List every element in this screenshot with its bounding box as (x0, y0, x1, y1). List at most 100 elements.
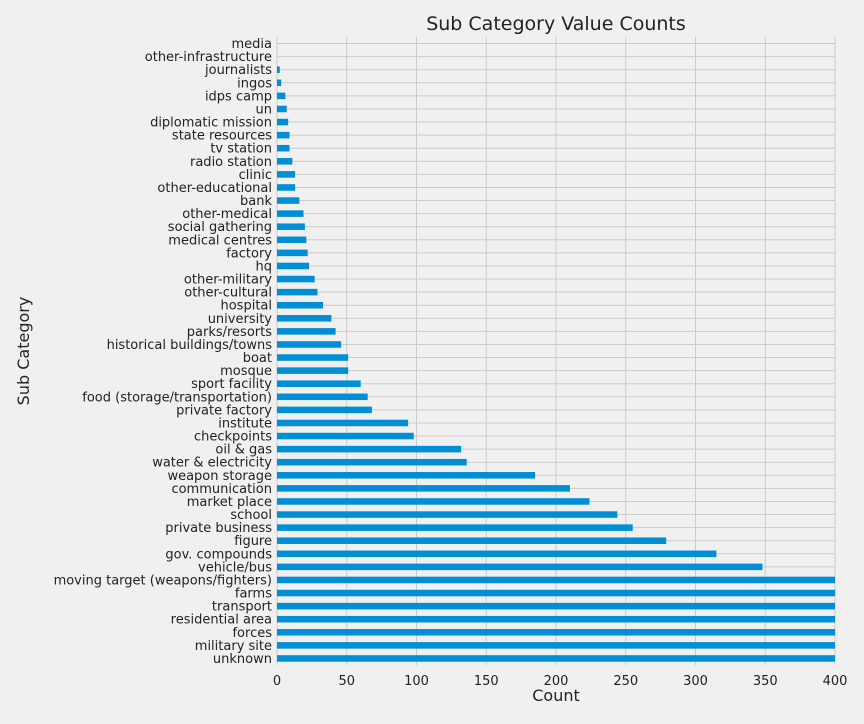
bar (277, 432, 414, 440)
bar (277, 537, 667, 544)
y-tick-label: un (256, 102, 272, 117)
x-tick-label: 50 (338, 674, 355, 689)
bar (277, 511, 618, 518)
bar (277, 576, 835, 584)
y-tick-label: water & electricity (152, 456, 272, 471)
x-tick-labels: 0 50 100 150 200 250 300 350 400 (273, 674, 848, 689)
y-tick-label: school (230, 508, 272, 523)
bar (277, 380, 361, 387)
y-tick-label: bank (240, 194, 272, 209)
y-tick-label: historical buildings/towns (107, 338, 273, 353)
y-tick-label: moving target (weapons/fighters) (54, 573, 272, 588)
bar (277, 524, 633, 531)
bar (277, 79, 282, 87)
y-tick-label: factory (226, 246, 272, 261)
y-tick-label: unknown (213, 652, 272, 667)
bar (277, 144, 290, 152)
bar (277, 589, 835, 597)
y-tick-label: residential area (171, 613, 272, 628)
y-tick-label: weapon storage (167, 469, 272, 484)
y-tick-label: media (232, 37, 273, 52)
bar (277, 354, 349, 361)
bar (277, 262, 310, 270)
bar (277, 288, 318, 296)
bar (277, 301, 324, 309)
y-tick-label: other-cultural (184, 286, 272, 301)
y-tick-label: mosque (220, 364, 272, 379)
bar (277, 655, 835, 662)
y-tick-label: transport (212, 600, 272, 615)
y-tick-label: oil & gas (215, 443, 272, 458)
y-tick-label: social gathering (168, 220, 272, 235)
y-tick-label: radio station (190, 155, 272, 170)
chart-title: Sub Category Value Counts (426, 13, 686, 35)
bar (277, 105, 287, 113)
y-tick-label: food (storage/transportation) (82, 390, 272, 405)
bar (277, 315, 332, 322)
y-tick-label: state resources (172, 129, 272, 144)
y-tick-label: figure (234, 534, 272, 549)
x-tick-label: 150 (474, 674, 499, 689)
y-tick-label: private factory (176, 403, 272, 418)
bar (277, 563, 763, 571)
y-tick-label: medical centres (168, 233, 272, 248)
bar (277, 472, 536, 479)
y-axis-label: Sub Category (14, 297, 33, 406)
bar (277, 66, 280, 73)
x-tick-label: 0 (273, 674, 281, 689)
bar (277, 131, 290, 139)
bar (277, 197, 300, 204)
bar (277, 328, 336, 335)
bar (277, 419, 409, 427)
x-tick-label: 100 (404, 674, 429, 689)
bar (277, 550, 717, 558)
y-tick-label: ingos (237, 76, 272, 91)
x-tick-label: 400 (823, 674, 848, 689)
bar (277, 118, 289, 126)
y-tick-label: diplomatic mission (150, 116, 272, 131)
bar (277, 236, 307, 244)
y-tick-label: other-educational (157, 181, 272, 196)
bar (277, 393, 368, 401)
bar (277, 249, 308, 257)
bar (277, 445, 462, 453)
y-tick-label: idps camp (205, 89, 272, 104)
y-tick-label: checkpoints (194, 430, 272, 445)
x-tick-label: 350 (753, 674, 778, 689)
y-tick-label: boat (243, 351, 272, 366)
y-tick-label: vehicle/bus (198, 560, 272, 575)
bar (277, 158, 293, 165)
x-axis-label: Count (532, 686, 580, 705)
y-tick-label: other-military (184, 273, 272, 288)
y-tick-label: military site (195, 639, 272, 654)
bar (277, 184, 296, 191)
bar (277, 498, 590, 505)
y-tick-label: journalists (204, 63, 272, 78)
bar (277, 275, 315, 283)
bars (277, 66, 835, 662)
y-tick-label: gov. compounds (165, 547, 272, 562)
y-tick-label: university (208, 312, 273, 327)
y-tick-label: forces (232, 626, 272, 641)
y-tick-label: other-medical (182, 207, 272, 222)
bar (277, 642, 835, 649)
y-tick-label: hospital (220, 299, 272, 314)
bar (277, 406, 372, 414)
y-tick-label: market place (187, 495, 272, 510)
y-tick-label: farms (235, 587, 272, 602)
bar (277, 223, 305, 230)
bar (277, 602, 835, 610)
bar (277, 367, 349, 374)
bar (277, 615, 835, 623)
y-tick-label: hq (256, 259, 273, 274)
y-tick-label: other-infrastructure (145, 50, 272, 65)
bar (277, 629, 835, 636)
bar (277, 92, 286, 100)
bar (277, 485, 570, 492)
y-tick-label: tv station (210, 142, 272, 157)
y-tick-label: clinic (239, 168, 272, 183)
bar (277, 458, 467, 466)
